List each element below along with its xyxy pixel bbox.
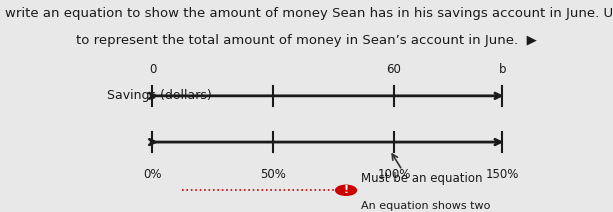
Text: !: ! <box>343 185 349 195</box>
Text: to represent the total amount of money in Sean’s account in June.  ▶: to represent the total amount of money i… <box>76 33 537 47</box>
Text: 0: 0 <box>149 63 156 76</box>
Text: Now write an equation to show the amount of money Sean has in his savings accoun: Now write an equation to show the amount… <box>0 7 613 20</box>
Circle shape <box>336 185 356 195</box>
Text: 60: 60 <box>386 63 402 76</box>
Text: 50%: 50% <box>261 168 286 181</box>
Text: Savings (dollars): Savings (dollars) <box>107 89 211 102</box>
Text: 0%: 0% <box>143 168 162 181</box>
Text: b: b <box>498 63 506 76</box>
Text: An equation shows two: An equation shows two <box>360 201 490 211</box>
Text: 100%: 100% <box>377 168 411 181</box>
Text: Must be an equation: Must be an equation <box>360 172 482 185</box>
Text: 150%: 150% <box>485 168 519 181</box>
